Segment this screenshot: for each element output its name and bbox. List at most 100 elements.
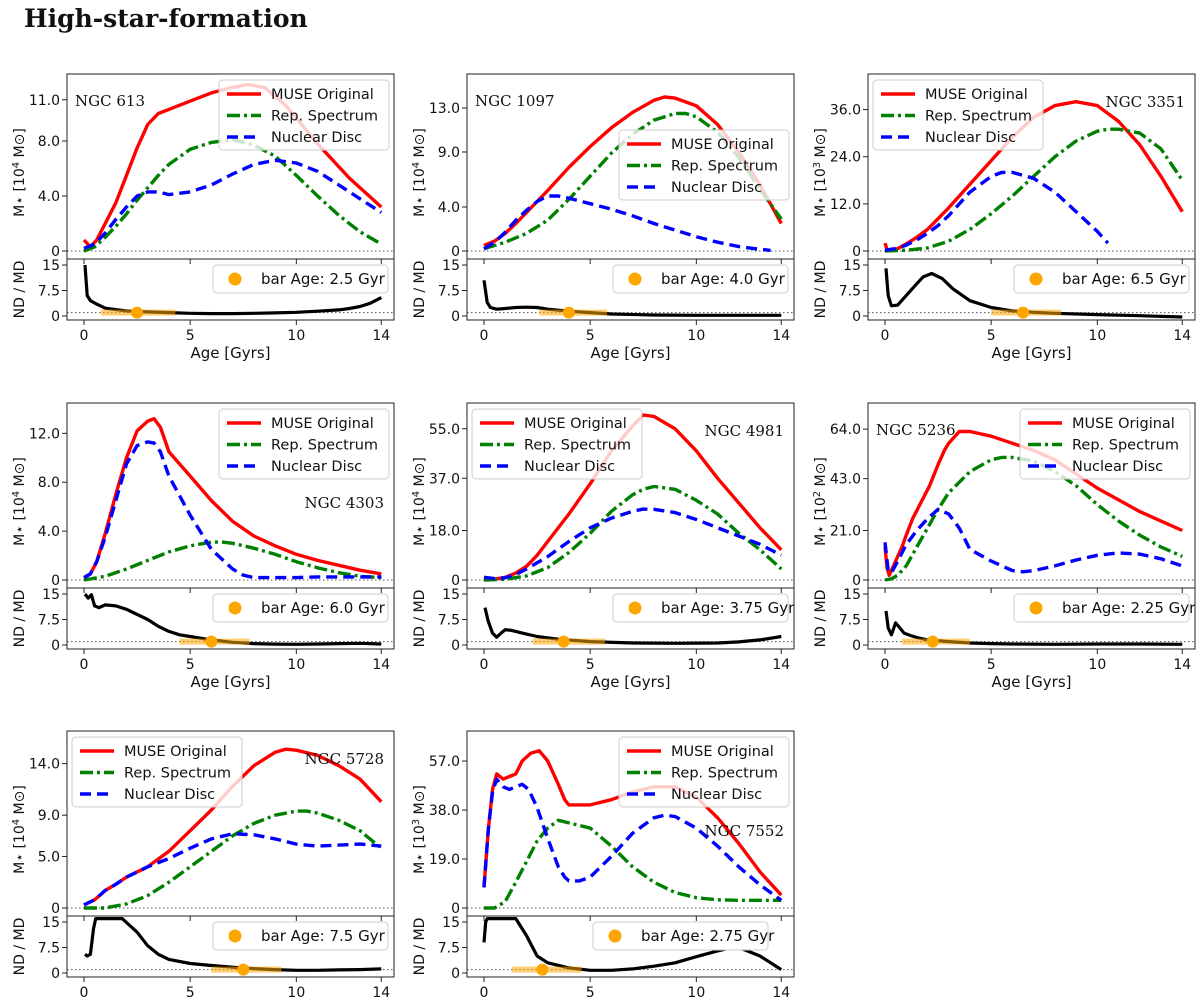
legend-box xyxy=(71,736,243,808)
mass-y-axis-label: M⋆ [104 M⊙] xyxy=(11,128,29,217)
y-tick-label: 8.0 xyxy=(38,475,60,491)
ratio-axes-frame xyxy=(867,258,1196,321)
legend-label-rep: Rep. Spectrum xyxy=(271,438,378,454)
ratio-y-tick-label: 7.5 xyxy=(38,941,60,957)
mass-y-axis-label: M⋆ [104 M⊙] xyxy=(11,457,29,546)
legend-label-muse: MUSE Original xyxy=(124,744,227,760)
legend-box xyxy=(218,79,390,151)
y-label-unit: M⊙] xyxy=(813,457,829,491)
y-tick-label: 4.0 xyxy=(438,200,460,216)
legend-label-muse: MUSE Original xyxy=(1072,416,1175,432)
bar-age-label: bar Age: 2.75 Gyr xyxy=(641,927,775,945)
y-tick-label: 37.0 xyxy=(429,471,460,487)
x-tick-label: 10 xyxy=(687,328,705,344)
ratio-y-tick-label: 0 xyxy=(51,638,60,654)
bar-age-box xyxy=(1013,593,1190,623)
x-tick-label: 14 xyxy=(1173,328,1191,344)
ratio-axes-frame xyxy=(66,258,395,321)
legend-label-nuc: Nuclear Disc xyxy=(524,459,615,475)
y-tick-label: 12.0 xyxy=(29,426,60,442)
legend-label-muse: MUSE Original xyxy=(671,137,774,153)
galaxy-name: NGC 5236 xyxy=(876,421,956,439)
x-tick-label: 0 xyxy=(80,657,89,673)
ratio-y-tick-label: 7.5 xyxy=(438,284,460,300)
bar-age-box xyxy=(612,593,789,623)
bar-age-legend-marker xyxy=(228,272,242,286)
legend: MUSE Original Rep. Spectrum Nuclear Disc xyxy=(471,408,643,480)
legend-label-rep: Rep. Spectrum xyxy=(1072,438,1179,454)
ratio-y-tick-label: 0 xyxy=(51,966,60,982)
series-line-nuclear-disc xyxy=(83,832,382,907)
legend-label-rep: Rep. Spectrum xyxy=(124,766,231,782)
x-tick-label: 14 xyxy=(372,657,390,673)
bar-age-label: bar Age: 4.0 Gyr xyxy=(661,270,786,288)
x-tick-label: 10 xyxy=(1088,328,1106,344)
legend-label-nuc: Nuclear Disc xyxy=(124,787,215,803)
x-tick-label: 0 xyxy=(80,328,89,344)
series-line-rep-spectrum xyxy=(83,540,382,582)
x-tick-label: 14 xyxy=(772,985,790,998)
ratio-y-tick-label: 15 xyxy=(442,258,460,274)
y-tick-label: 24.0 xyxy=(830,150,861,166)
legend-box xyxy=(618,129,790,201)
y-tick-label: 5.0 xyxy=(38,849,60,865)
ratio-y-axis-label: ND / MD xyxy=(412,590,428,648)
bar-age-marker xyxy=(1017,306,1030,319)
legend-label-muse: MUSE Original xyxy=(271,416,374,432)
y-tick-label: 9.0 xyxy=(38,808,60,824)
y-tick-label: 4.0 xyxy=(38,189,60,205)
y-label-exponent: 3 xyxy=(411,819,422,825)
legend: MUSE Original Rep. Spectrum Nuclear Disc xyxy=(618,736,790,808)
legend-box xyxy=(618,736,790,808)
bar-age-label: bar Age: 6.0 Gyr xyxy=(261,599,386,617)
bar-age-marker xyxy=(205,635,218,648)
x-tick-label: 14 xyxy=(772,657,790,673)
y-tick-label: 43.0 xyxy=(830,472,861,488)
ratio-y-axis-label: ND / MD xyxy=(813,590,829,648)
x-axis-label: Age [Gyrs] xyxy=(992,673,1072,691)
series-line-muse-original xyxy=(483,95,783,248)
ratio-y-axis-label: ND / MD xyxy=(813,261,829,319)
legend-box xyxy=(218,408,390,480)
legend: MUSE Original Rep. Spectrum Nuclear Disc xyxy=(872,79,1044,151)
y-tick-label: 0 xyxy=(51,901,60,917)
x-axis-label: Age [Gyrs] xyxy=(191,673,271,691)
legend-label-nuc: Nuclear Disc xyxy=(271,130,362,146)
legend-box xyxy=(872,79,1044,151)
ratio-y-tick-label: 7.5 xyxy=(839,613,861,629)
series-line-nd-md xyxy=(83,264,383,316)
y-label-unit: M⊙] xyxy=(12,785,28,819)
x-axis-label: Age [Gyrs] xyxy=(591,344,671,362)
x-tick-label: 5 xyxy=(186,328,195,344)
y-label-unit: M⊙] xyxy=(412,457,428,491)
y-tick-label: 14.0 xyxy=(29,757,60,773)
bar-age-label: bar Age: 3.75 Gyr xyxy=(661,599,795,617)
bar-age-box xyxy=(212,593,389,623)
bar-age-legend-marker xyxy=(228,929,242,943)
x-tick-label: 0 xyxy=(480,985,489,998)
mass-y-axis-label: M⋆ [103 M⊙] xyxy=(411,785,429,874)
legend-label-nuc: Nuclear Disc xyxy=(271,459,362,475)
legend-label-muse: MUSE Original xyxy=(671,744,774,760)
bar-age-legend-marker xyxy=(608,929,622,943)
legend: MUSE Original Rep. Spectrum Nuclear Disc xyxy=(618,129,790,201)
ratio-y-tick-label: 15 xyxy=(442,587,460,603)
galaxy-name: NGC 1097 xyxy=(475,92,555,110)
legend-label-nuc: Nuclear Disc xyxy=(671,787,762,803)
bar-age-box xyxy=(212,264,389,294)
y-tick-label: 0 xyxy=(852,573,861,589)
x-tick-label: 10 xyxy=(1088,657,1106,673)
y-tick-label: 64.0 xyxy=(830,422,861,438)
x-tick-label: 5 xyxy=(186,657,195,673)
ratio-axes-frame xyxy=(466,915,795,978)
x-tick-label: 5 xyxy=(586,328,595,344)
series-line-nuclear-disc xyxy=(884,170,1110,252)
ratio-y-tick-label: 15 xyxy=(42,587,60,603)
ratio-y-tick-label: 0 xyxy=(852,638,861,654)
bar-age-legend-marker xyxy=(228,601,242,615)
series-line-nd-md xyxy=(482,280,782,317)
legend-label-rep: Rep. Spectrum xyxy=(271,109,378,125)
legend-box xyxy=(471,408,643,480)
